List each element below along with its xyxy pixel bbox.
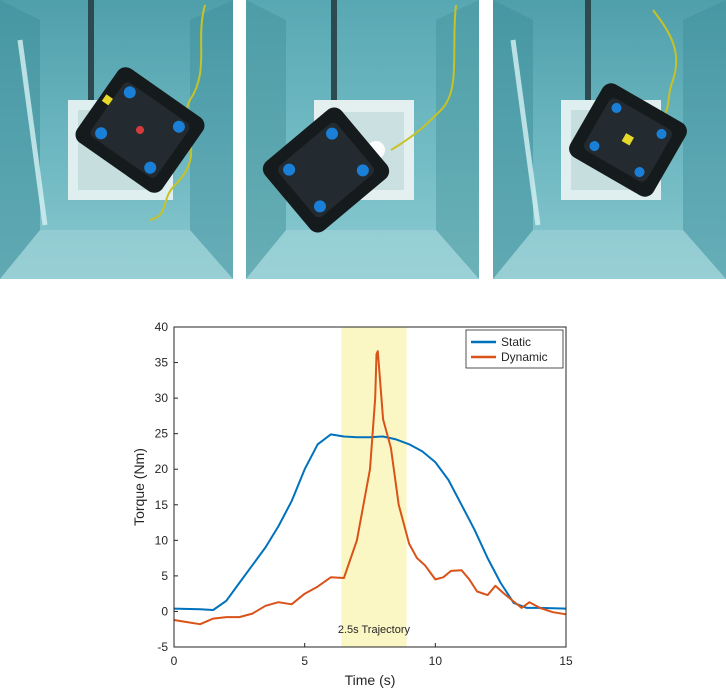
legend-label-dynamic: Dynamic [501,350,548,364]
photo-robot-2 [246,0,479,279]
x-axis-label: Time (s) [345,672,396,688]
y-axis-label: Torque (Nm) [131,448,147,526]
plot-frame [173,326,567,648]
series-line-static [173,433,567,611]
y-tick-label: 10 [155,533,169,547]
y-tick-label: 20 [155,462,169,476]
y-tick-label: 35 [155,356,169,370]
series-line-dynamic [173,350,567,626]
x-tick-label: 10 [429,654,443,668]
photo-robot-3 [493,0,726,279]
y-tick-label: 40 [155,320,169,334]
y-tick-label: 30 [155,391,169,405]
photo-robot-1 [0,0,233,279]
y-tick-label: 25 [155,427,169,441]
y-tick-label: 0 [161,604,168,618]
robot-1 [75,67,205,193]
x-tick-label: 15 [559,654,573,668]
y-tick-label: 15 [155,498,169,512]
x-tick-label: 5 [301,654,308,668]
highlight-label: 2.5s Trajectory [338,624,411,636]
robot-3 [569,83,687,197]
legend: Static Dynamic [465,329,564,369]
robot-2 [262,107,390,233]
y-tick-label: -5 [157,640,168,654]
x-tick-label: 0 [171,654,178,668]
legend-label-static: Static [501,335,531,349]
y-tick-label: 5 [161,569,168,583]
legend-box [465,329,564,369]
